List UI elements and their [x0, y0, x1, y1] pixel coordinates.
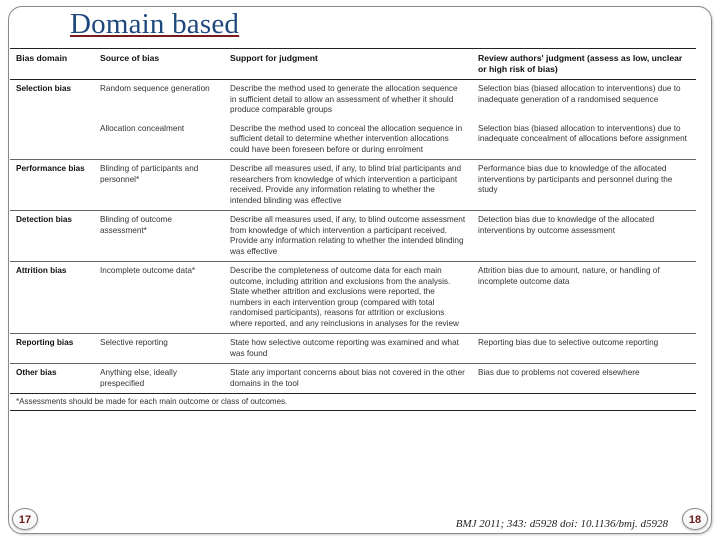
table-header-row: Bias domain Source of bias Support for j…	[10, 49, 696, 80]
cell-source: Random sequence generation	[94, 80, 224, 120]
cell-judgment: Selection bias (biased allocation to int…	[472, 120, 696, 160]
cell-source: Blinding of outcome assessment*	[94, 211, 224, 262]
bias-table: Bias domain Source of bias Support for j…	[10, 48, 696, 411]
cell-domain: Performance bias	[10, 160, 94, 211]
citation-text: BMJ 2011; 343: d5928 doi: 10.1136/bmj. d…	[456, 518, 668, 530]
cell-support: Describe all measures used, if any, to b…	[224, 160, 472, 211]
cell-source: Blinding of participants and personnel*	[94, 160, 224, 211]
table-row: Other biasAnything else, ideally prespec…	[10, 364, 696, 394]
table-row: Performance biasBlinding of participants…	[10, 160, 696, 211]
cell-support: State how selective outcome reporting wa…	[224, 334, 472, 364]
cell-domain: Reporting bias	[10, 334, 94, 364]
cell-judgment: Detection bias due to knowledge of the a…	[472, 211, 696, 262]
cell-support: Describe the method used to generate the…	[224, 80, 472, 120]
table-row: Allocation concealmentDescribe the metho…	[10, 120, 696, 160]
cell-support: Describe all measures used, if any, to b…	[224, 211, 472, 262]
cell-judgment: Selection bias (biased allocation to int…	[472, 80, 696, 120]
cell-source: Selective reporting	[94, 334, 224, 364]
cell-source: Anything else, ideally prespecified	[94, 364, 224, 394]
table-footnote: *Assessments should be made for each mai…	[10, 394, 696, 411]
cell-domain: Selection bias	[10, 80, 94, 120]
cell-domain: Attrition bias	[10, 262, 94, 334]
cell-support: State any important concerns about bias …	[224, 364, 472, 394]
cell-domain	[10, 120, 94, 160]
cell-support: Describe the completeness of outcome dat…	[224, 262, 472, 334]
cell-source: Allocation concealment	[94, 120, 224, 160]
col-source: Source of bias	[94, 49, 224, 80]
cell-judgment: Attrition bias due to amount, nature, or…	[472, 262, 696, 334]
col-bias-domain: Bias domain	[10, 49, 94, 80]
col-support: Support for judgment	[224, 49, 472, 80]
cell-judgment: Reporting bias due to selective outcome …	[472, 334, 696, 364]
cell-domain: Other bias	[10, 364, 94, 394]
cell-judgment: Bias due to problems not covered elsewhe…	[472, 364, 696, 394]
col-judgment: Review authors' judgment (assess as low,…	[472, 49, 696, 80]
slide-title: Domain based	[70, 8, 239, 41]
cell-judgment: Performance bias due to knowledge of the…	[472, 160, 696, 211]
page-number-left: 17	[12, 508, 38, 530]
table-row: Detection biasBlinding of outcome assess…	[10, 211, 696, 262]
table-row: Attrition biasIncomplete outcome data*De…	[10, 262, 696, 334]
page-number-right: 18	[682, 508, 708, 530]
table-footnote-row: *Assessments should be made for each mai…	[10, 394, 696, 411]
cell-domain: Detection bias	[10, 211, 94, 262]
table-row: Selection biasRandom sequence generation…	[10, 80, 696, 120]
cell-source: Incomplete outcome data*	[94, 262, 224, 334]
table-row: Reporting biasSelective reportingState h…	[10, 334, 696, 364]
cell-support: Describe the method used to conceal the …	[224, 120, 472, 160]
